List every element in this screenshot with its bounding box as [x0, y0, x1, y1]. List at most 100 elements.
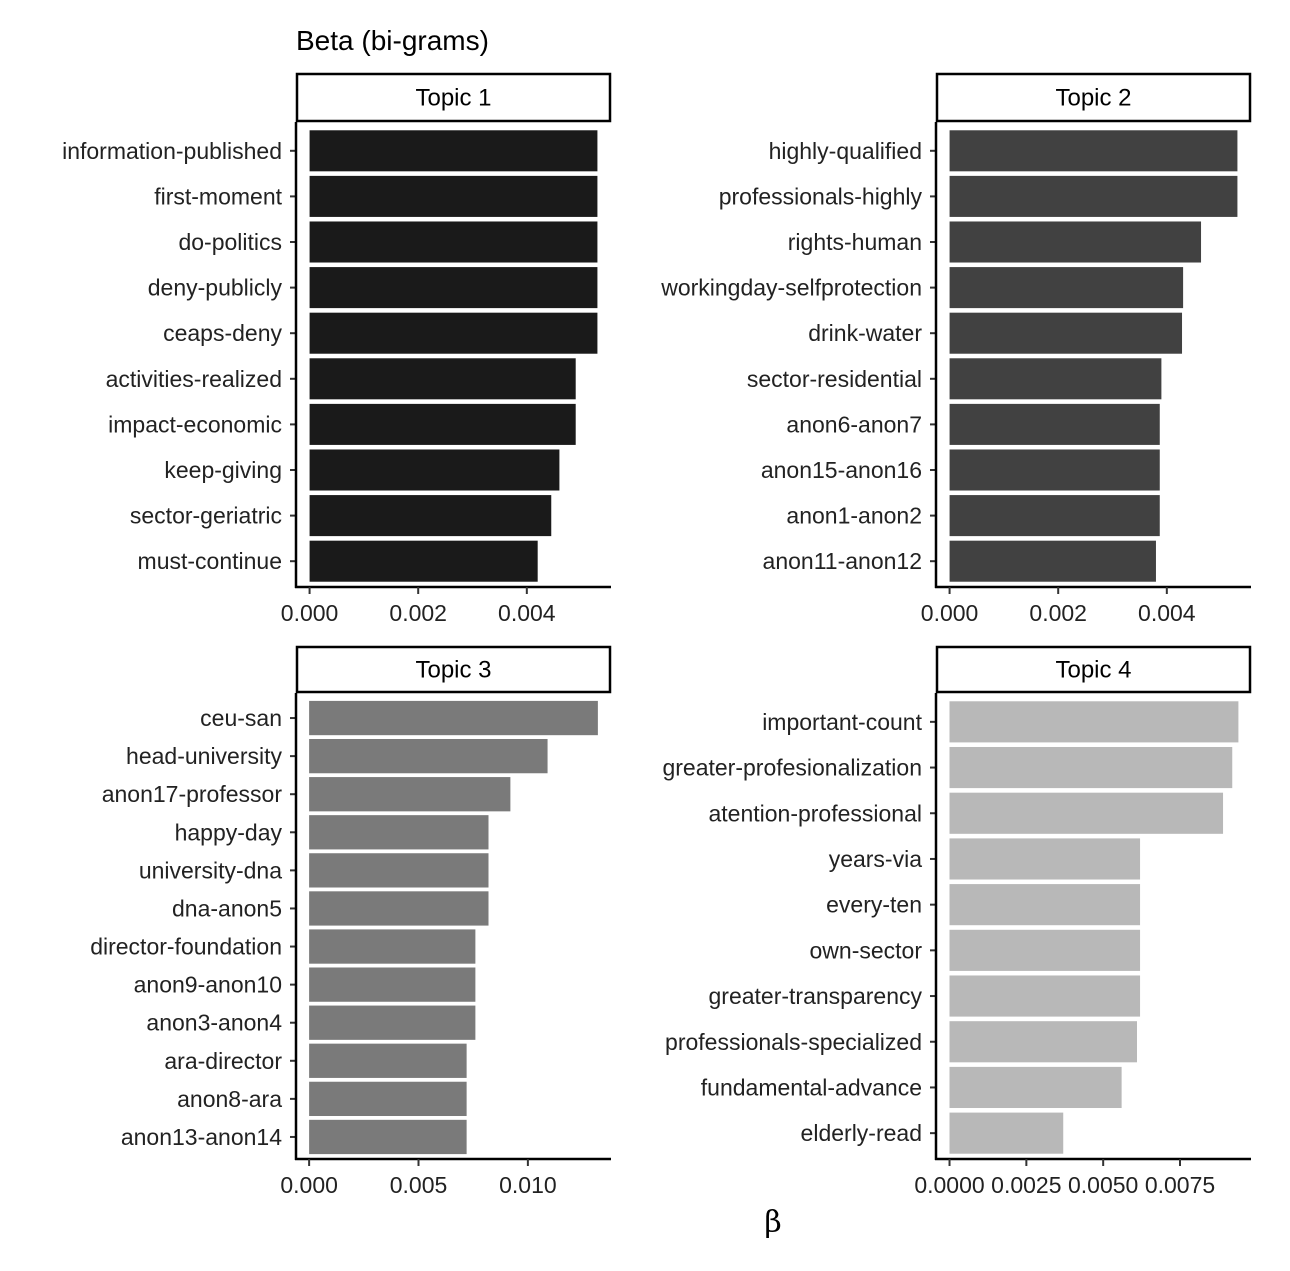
- x-axis-label: β: [764, 1205, 781, 1240]
- y-tick-label: keep-giving: [164, 457, 282, 483]
- bar: [309, 1043, 467, 1078]
- bar: [309, 1005, 476, 1040]
- bar: [949, 838, 1141, 880]
- y-tick-label: sector-geriatric: [130, 503, 282, 529]
- y-tick-label: anon17-professor: [102, 781, 283, 807]
- bar: [949, 792, 1224, 834]
- bar: [949, 312, 1183, 354]
- bar: [949, 267, 1184, 309]
- bar: [309, 777, 511, 812]
- facet-strip: [935, 645, 1252, 694]
- x-tick-label: 0.004: [498, 600, 556, 626]
- bar: [309, 1081, 467, 1117]
- facet-strip-label: Topic 4: [1055, 657, 1131, 684]
- y-tick-label: university-dna: [139, 857, 282, 883]
- facet-topic-3: Topic 3 ceu-san head-university anon17-prof…: [90, 645, 612, 1198]
- y-tick-label: every-ten: [826, 892, 922, 918]
- x-tick-label: 0.000: [921, 600, 979, 626]
- y-tick-label: anon3-anon4: [146, 1010, 282, 1036]
- chart-title: Beta (bi-grams): [296, 25, 489, 56]
- y-tick-label: impact-economic: [108, 411, 282, 437]
- y-tick-label: elderly-read: [801, 1120, 922, 1146]
- bar: [309, 815, 489, 850]
- bar: [309, 1119, 467, 1155]
- bar: [949, 884, 1141, 926]
- x-tick-label: 0.002: [389, 600, 447, 626]
- y-tick-label: sector-residential: [747, 366, 922, 392]
- y-tick-label: dna-anon5: [172, 895, 282, 921]
- facet-topic-1: Topic 1 information-published first-moment…: [62, 72, 612, 626]
- facet-strip: [295, 72, 612, 123]
- y-tick-label: information-published: [62, 138, 282, 164]
- y-tick-label: do-politics: [178, 229, 282, 255]
- y-tick-label: atention-professional: [708, 800, 922, 826]
- y-tick-label: anon6-anon7: [786, 411, 922, 437]
- bar: [949, 746, 1233, 789]
- y-tick-label: fundamental-advance: [701, 1074, 922, 1100]
- bar: [309, 495, 552, 537]
- facet-layer: Topic 1 information-published first-moment…: [62, 72, 1252, 1198]
- bar: [309, 929, 476, 964]
- y-tick-label: professionals-highly: [719, 183, 923, 209]
- bar: [949, 975, 1141, 1017]
- bar: [949, 701, 1239, 743]
- bar: [309, 738, 548, 774]
- x-tick-label: 0.000: [280, 1172, 338, 1198]
- bar: [949, 403, 1160, 445]
- y-tick-label: ara-director: [164, 1048, 282, 1074]
- facet-strip-label: Topic 2: [1055, 85, 1131, 112]
- facet-strip: [935, 72, 1252, 123]
- bar: [309, 540, 538, 582]
- x-tick-label: 0.005: [390, 1172, 448, 1198]
- bar: [309, 221, 598, 263]
- x-tick-label: 0.000: [281, 600, 339, 626]
- y-tick-label: ceu-san: [200, 705, 282, 731]
- bar: [949, 929, 1141, 971]
- y-tick-label: must-continue: [138, 548, 282, 574]
- bar: [949, 1066, 1122, 1109]
- y-tick-label: ceaps-deny: [163, 320, 282, 346]
- bar: [309, 967, 476, 1002]
- y-tick-label: happy-day: [175, 819, 283, 845]
- bar: [949, 1112, 1064, 1154]
- bar: [309, 267, 598, 309]
- facet-topic-4: Topic 4 important-count greater-profesiona…: [662, 645, 1252, 1198]
- y-tick-label: activities-realized: [106, 366, 282, 392]
- y-tick-label: greater-transparency: [709, 983, 923, 1009]
- bar: [309, 700, 598, 736]
- y-tick-label: head-university: [126, 743, 282, 769]
- y-tick-label: workingday-selfprotection: [660, 275, 922, 301]
- y-tick-label: first-moment: [154, 183, 282, 209]
- y-tick-label: greater-profesionalization: [662, 755, 922, 781]
- x-tick-label: 0.002: [1029, 600, 1087, 626]
- bar: [309, 358, 576, 400]
- y-tick-label: anon13-anon14: [121, 1124, 282, 1150]
- bar: [949, 449, 1160, 491]
- y-tick-label: highly-qualified: [769, 138, 922, 164]
- y-tick-label: deny-publicly: [148, 275, 283, 301]
- y-tick-label: anon1-anon2: [786, 503, 922, 529]
- x-tick-label: 0.0050: [1068, 1172, 1138, 1198]
- facet-strip-label: Topic 1: [415, 85, 491, 112]
- bar: [309, 403, 576, 445]
- y-tick-label: professionals-specialized: [665, 1029, 922, 1055]
- bar: [949, 221, 1202, 263]
- facet-topic-2: Topic 2 highly-qualified professionals-hig…: [660, 72, 1252, 626]
- y-tick-label: years-via: [829, 846, 923, 872]
- y-tick-label: anon9-anon10: [134, 972, 282, 998]
- y-tick-label: anon15-anon16: [761, 457, 922, 483]
- facet-strip-label: Topic 3: [415, 657, 491, 684]
- bar: [949, 175, 1238, 217]
- bar: [309, 130, 598, 172]
- y-tick-label: anon8-ara: [177, 1086, 282, 1112]
- y-tick-label: own-sector: [810, 937, 923, 963]
- bar: [949, 358, 1162, 400]
- bar: [309, 891, 489, 926]
- facet-strip: [295, 645, 612, 694]
- bar: [309, 853, 489, 888]
- y-tick-label: director-foundation: [90, 934, 282, 960]
- bar: [949, 495, 1160, 537]
- x-tick-label: 0.0075: [1145, 1172, 1215, 1198]
- bar: [309, 175, 598, 217]
